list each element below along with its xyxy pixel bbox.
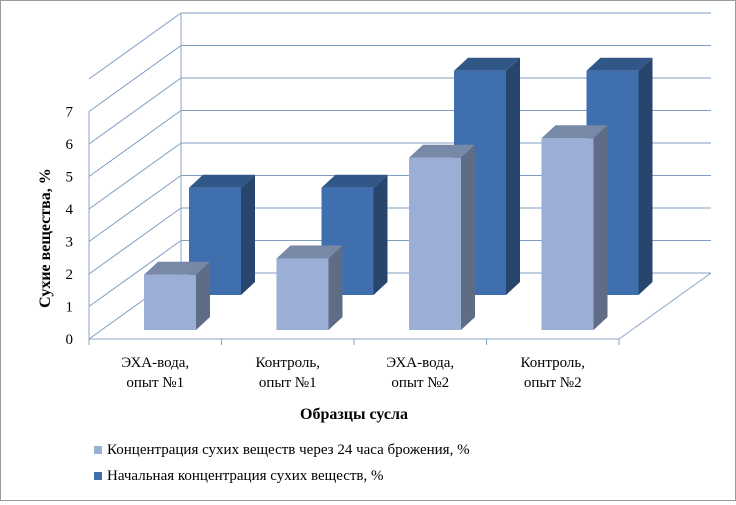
bar-top (409, 144, 475, 158)
y-tick-label: 6 (66, 137, 74, 153)
bar-top (144, 261, 210, 275)
legend-swatch (94, 472, 102, 480)
bar-front-series (276, 245, 343, 330)
bar-side (593, 125, 608, 330)
bar-top (276, 245, 343, 259)
x-tick-labels: ЭХА-вода, опыт №1 Контроль, опыт №1 ЭХА-вода… (121, 355, 585, 391)
bar-top (321, 174, 388, 188)
y-tick-label: 5 (66, 170, 74, 186)
bar-side (638, 57, 653, 295)
legend-label: Концентрация сухих веществ через 24 часа… (107, 442, 470, 458)
x-tick-label: ЭХА-вода, опыт №2 (386, 355, 454, 391)
bar-side (328, 245, 343, 330)
x-tick-label: ЭХА-вода, опыт №1 (121, 355, 189, 391)
gridline-side (88, 240, 182, 307)
axis-lines (88, 13, 712, 345)
bar-front (541, 138, 594, 330)
bar-top (541, 125, 608, 139)
x-tick-label: Контроль, опыт №1 (256, 355, 320, 391)
bar-front (276, 258, 329, 330)
bar-front (144, 274, 196, 330)
gridline-side (88, 110, 182, 177)
bar-side (461, 144, 475, 330)
bar-back-series (321, 174, 388, 295)
y-tick-labels: 0 1 2 3 4 5 6 7 (66, 105, 74, 349)
y-tick-label: 7 (66, 105, 74, 121)
gridline-side (88, 45, 182, 112)
gridline-side (88, 207, 182, 275)
y-tick-label: 1 (66, 300, 74, 316)
bar-side (506, 57, 520, 295)
bar-side (373, 174, 388, 295)
legend: Концентрация сухих веществ через 24 часа… (94, 442, 470, 484)
gridline-side (88, 142, 182, 210)
gridline-side (88, 175, 182, 242)
x-tick-label: Контроль, опыт №2 (521, 355, 585, 391)
bar-side (241, 174, 255, 295)
gridline-side (88, 77, 182, 145)
bar-top (586, 57, 653, 71)
y-tick-label: 0 (66, 332, 74, 348)
y-tick-label: 4 (66, 202, 74, 218)
bar-front-series (144, 261, 210, 330)
legend-label: Начальная концентрация сухих веществ, % (107, 468, 384, 484)
y-tick-label: 3 (66, 235, 74, 251)
y-axis-label: Сухие вещества, % (37, 168, 54, 308)
floor-right-edge (618, 272, 712, 340)
bar-top (454, 57, 520, 71)
gridline-side (88, 12, 182, 80)
bar-top (189, 174, 255, 188)
bars (144, 57, 653, 330)
legend-swatch (94, 446, 102, 454)
bar-front-series (541, 125, 608, 330)
y-tick-label: 2 (66, 267, 74, 283)
bar-front-series (409, 144, 475, 330)
bar-side (196, 261, 210, 330)
bar-front (409, 157, 461, 330)
x-axis-label: Образцы сусла (300, 406, 408, 423)
